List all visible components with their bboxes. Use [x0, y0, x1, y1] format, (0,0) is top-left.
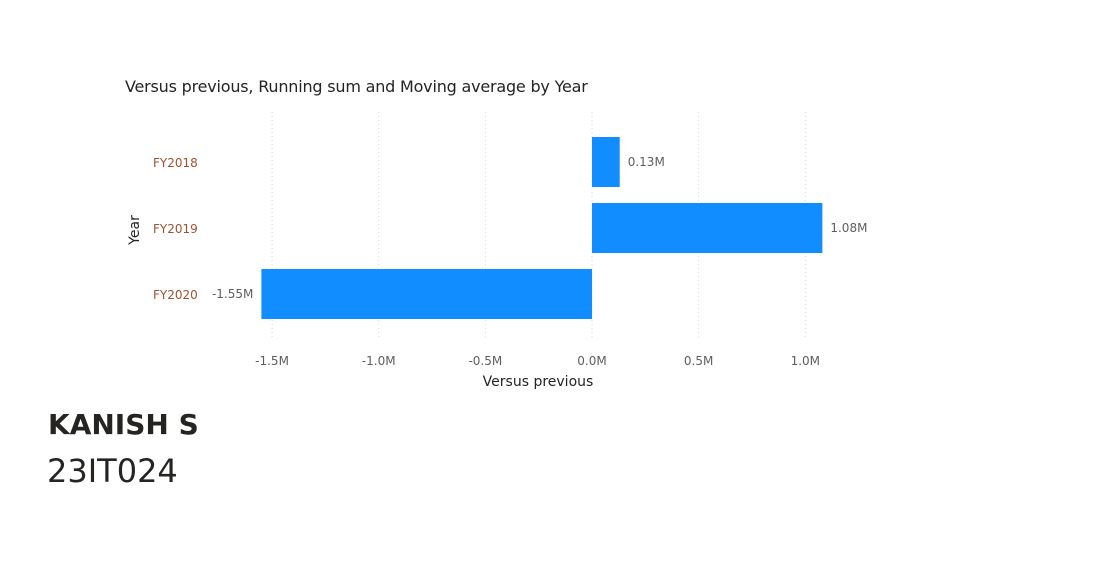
chart-title: Versus previous, Running sum and Moving …	[125, 77, 588, 96]
x-tick-label: 0.0M	[577, 354, 606, 368]
x-tick-label: 0.5M	[684, 354, 713, 368]
x-tick-label: 1.0M	[791, 354, 820, 368]
bar-fy2019[interactable]	[592, 203, 823, 253]
bar-chart: 0.13M 1.08M -1.55M FY2018 FY2019 FY2020 -1.5…	[127, 112, 867, 390]
x-tick-labels: -1.5M -1.0M -0.5M 0.0M 0.5M 1.0M	[255, 354, 820, 368]
bar-fy2020[interactable]	[261, 269, 592, 319]
data-label-fy2020: -1.55M	[212, 287, 253, 301]
category-labels: FY2018 FY2019 FY2020	[153, 156, 198, 302]
x-axis-title: Versus previous	[483, 374, 594, 390]
category-label-fy2018: FY2018	[153, 156, 198, 170]
category-label-fy2020: FY2020	[153, 288, 198, 302]
bar-fy2018[interactable]	[592, 137, 620, 187]
x-tick-label: -1.5M	[255, 354, 289, 368]
x-tick-label: -0.5M	[468, 354, 502, 368]
bars	[261, 137, 823, 319]
x-tick-label: -1.0M	[362, 354, 396, 368]
author-name: KANISH S	[48, 408, 199, 441]
y-axis-title: Year	[127, 215, 143, 246]
category-label-fy2019: FY2019	[153, 222, 198, 236]
data-label-fy2019: 1.08M	[830, 221, 867, 235]
author-id: 23IT024	[47, 452, 178, 490]
data-label-fy2018: 0.13M	[628, 155, 665, 169]
data-labels: 0.13M 1.08M -1.55M	[212, 155, 867, 301]
